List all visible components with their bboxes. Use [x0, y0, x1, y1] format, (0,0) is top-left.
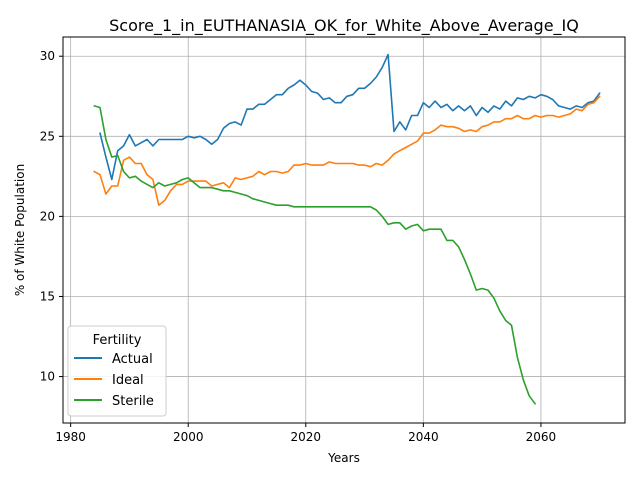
- y-axis-label: % of White Population: [13, 164, 27, 296]
- plot-frame: [62, 36, 626, 424]
- legend: Fertility Actual Ideal Sterile: [67, 325, 167, 417]
- legend-label-actual: Actual: [112, 352, 153, 367]
- chart-title: Score_1_in_EUTHANASIA_OK_for_White_Above…: [109, 16, 579, 36]
- y-tick-label: 25: [40, 129, 55, 143]
- x-axis-label: Years: [327, 451, 360, 465]
- series-line-actual: [99, 53, 601, 181]
- series-line-sterile: [93, 105, 536, 405]
- legend-box: [67, 325, 167, 417]
- y-tick-label: 10: [40, 370, 55, 384]
- series-lines: [93, 53, 601, 405]
- grid-lines: [63, 37, 625, 423]
- legend-title: Fertility: [93, 333, 142, 348]
- x-tick-label: 2020: [291, 430, 322, 444]
- y-axis-ticks: 10 15 20 25 30: [40, 49, 63, 384]
- y-tick-label: 15: [40, 289, 55, 303]
- x-tick-label: 1980: [55, 430, 86, 444]
- y-tick-label: 30: [40, 49, 55, 63]
- x-tick-label: 2040: [408, 430, 439, 444]
- y-tick-label: 20: [40, 209, 55, 223]
- legend-label-ideal: Ideal: [112, 373, 144, 388]
- legend-label-sterile: Sterile: [112, 394, 154, 409]
- series-line-ideal: [93, 95, 601, 206]
- x-tick-label: 2000: [173, 430, 204, 444]
- x-axis-ticks: 1980 2000 2020 2040 2060: [55, 423, 556, 444]
- x-tick-label: 2060: [526, 430, 557, 444]
